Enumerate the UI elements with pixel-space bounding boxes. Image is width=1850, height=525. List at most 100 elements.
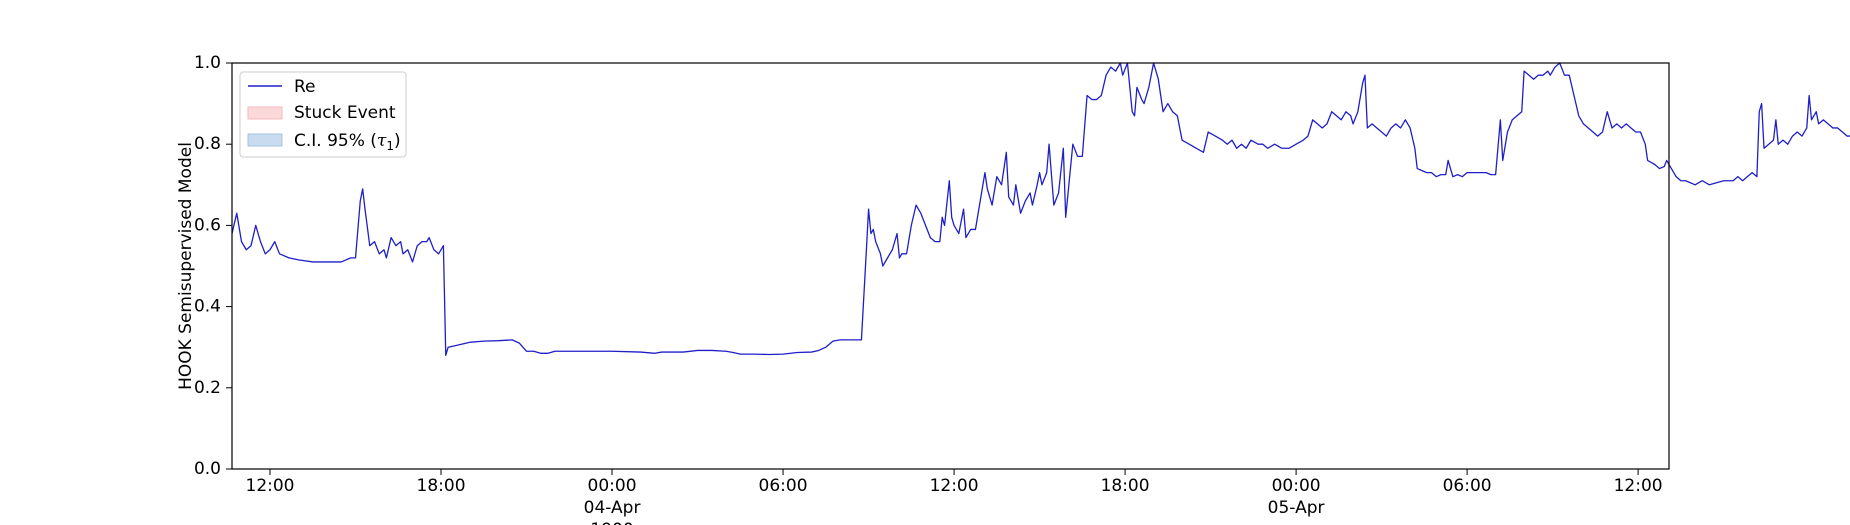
data-point [1414, 148, 1415, 149]
data-point [1818, 123, 1819, 124]
data-point [920, 213, 921, 214]
data-point [1086, 95, 1087, 96]
data-point [1626, 123, 1627, 124]
data-point [1070, 168, 1071, 169]
data-point [519, 343, 520, 344]
data-point [1768, 144, 1769, 145]
x-tick-label: 18:00 [417, 476, 466, 496]
data-point [1241, 144, 1242, 145]
data-point [1583, 123, 1584, 124]
data-point [1312, 119, 1313, 120]
data-point [1041, 184, 1042, 185]
data-point [288, 257, 289, 258]
data-point [1621, 127, 1622, 128]
data-point [1105, 75, 1106, 76]
data-point [1203, 152, 1204, 153]
data-point [269, 249, 270, 250]
data-point [360, 200, 361, 201]
x-tick-label: 05-Apr [1268, 498, 1325, 518]
x-tick-label: 12:00 [930, 476, 979, 496]
data-point [1471, 172, 1472, 173]
data-point [1177, 115, 1178, 116]
data-point [512, 339, 513, 340]
data-point [1538, 75, 1539, 76]
data-point [1478, 172, 1479, 173]
data-point [1132, 111, 1133, 112]
data-point [1367, 127, 1368, 128]
data-point [1500, 119, 1501, 120]
data-point [526, 351, 527, 352]
data-point [1440, 174, 1441, 175]
data-point [925, 225, 926, 226]
data-point [417, 245, 418, 246]
y-axis-label: HOOK Semisupervised Model [176, 142, 196, 390]
data-point [934, 241, 935, 242]
data-point [711, 350, 712, 351]
data-point [1847, 135, 1848, 136]
data-point [911, 225, 912, 226]
data-point [1336, 115, 1337, 116]
data-point [1448, 160, 1449, 161]
data-point [1778, 144, 1779, 145]
y-axis: 0.0 0.2 0.4 0.6 0.8 1.0 [194, 53, 232, 479]
data-point [1326, 123, 1327, 124]
data-point [383, 249, 384, 250]
data-point [942, 217, 943, 218]
data-point [1763, 148, 1764, 149]
data-point [1654, 164, 1655, 165]
data-point [1091, 99, 1092, 100]
data-point [797, 352, 798, 353]
data-point [1747, 176, 1748, 177]
data-point [1816, 111, 1817, 112]
data-point [854, 339, 855, 340]
data-point [733, 352, 734, 353]
data-point [896, 233, 897, 234]
data-point [1842, 131, 1843, 132]
data-point [1046, 172, 1047, 173]
data-point [1141, 99, 1142, 100]
data-point [899, 257, 900, 258]
data-point [1362, 83, 1363, 84]
y-tick-label: 0.4 [194, 297, 221, 317]
data-point [298, 259, 299, 260]
series-layer [231, 62, 1850, 356]
data-point [1077, 156, 1078, 157]
data-point [1569, 75, 1570, 76]
data-point [1490, 174, 1491, 175]
data-point [533, 351, 534, 352]
data-point [1797, 131, 1798, 132]
data-point [1096, 99, 1097, 100]
data-point [279, 253, 280, 254]
data-point [1008, 196, 1009, 197]
data-point [1372, 123, 1373, 124]
data-point [1222, 140, 1223, 141]
data-point [1307, 135, 1308, 136]
data-point [1685, 180, 1686, 181]
data-point [1457, 174, 1458, 175]
data-point [839, 339, 840, 340]
data-point [379, 253, 380, 254]
data-point [1647, 160, 1648, 161]
data-point [697, 350, 698, 351]
data-point [1445, 174, 1446, 175]
data-point [1181, 140, 1182, 141]
data-point [1167, 103, 1168, 104]
data-point [1690, 182, 1691, 183]
data-point [1733, 180, 1734, 181]
data-point [1832, 127, 1833, 128]
data-point [1122, 75, 1123, 76]
data-point [1341, 119, 1342, 120]
data-point [811, 351, 812, 352]
series-points-re [231, 62, 1850, 356]
data-point [350, 257, 351, 258]
data-point [1837, 127, 1838, 128]
data-point [861, 339, 862, 340]
data-point [374, 241, 375, 242]
data-point [1020, 213, 1021, 214]
data-point [1172, 111, 1173, 112]
data-point [1006, 152, 1007, 153]
data-point [1134, 115, 1135, 116]
data-point [906, 253, 907, 254]
data-point [1317, 123, 1318, 124]
data-point [1058, 192, 1059, 193]
